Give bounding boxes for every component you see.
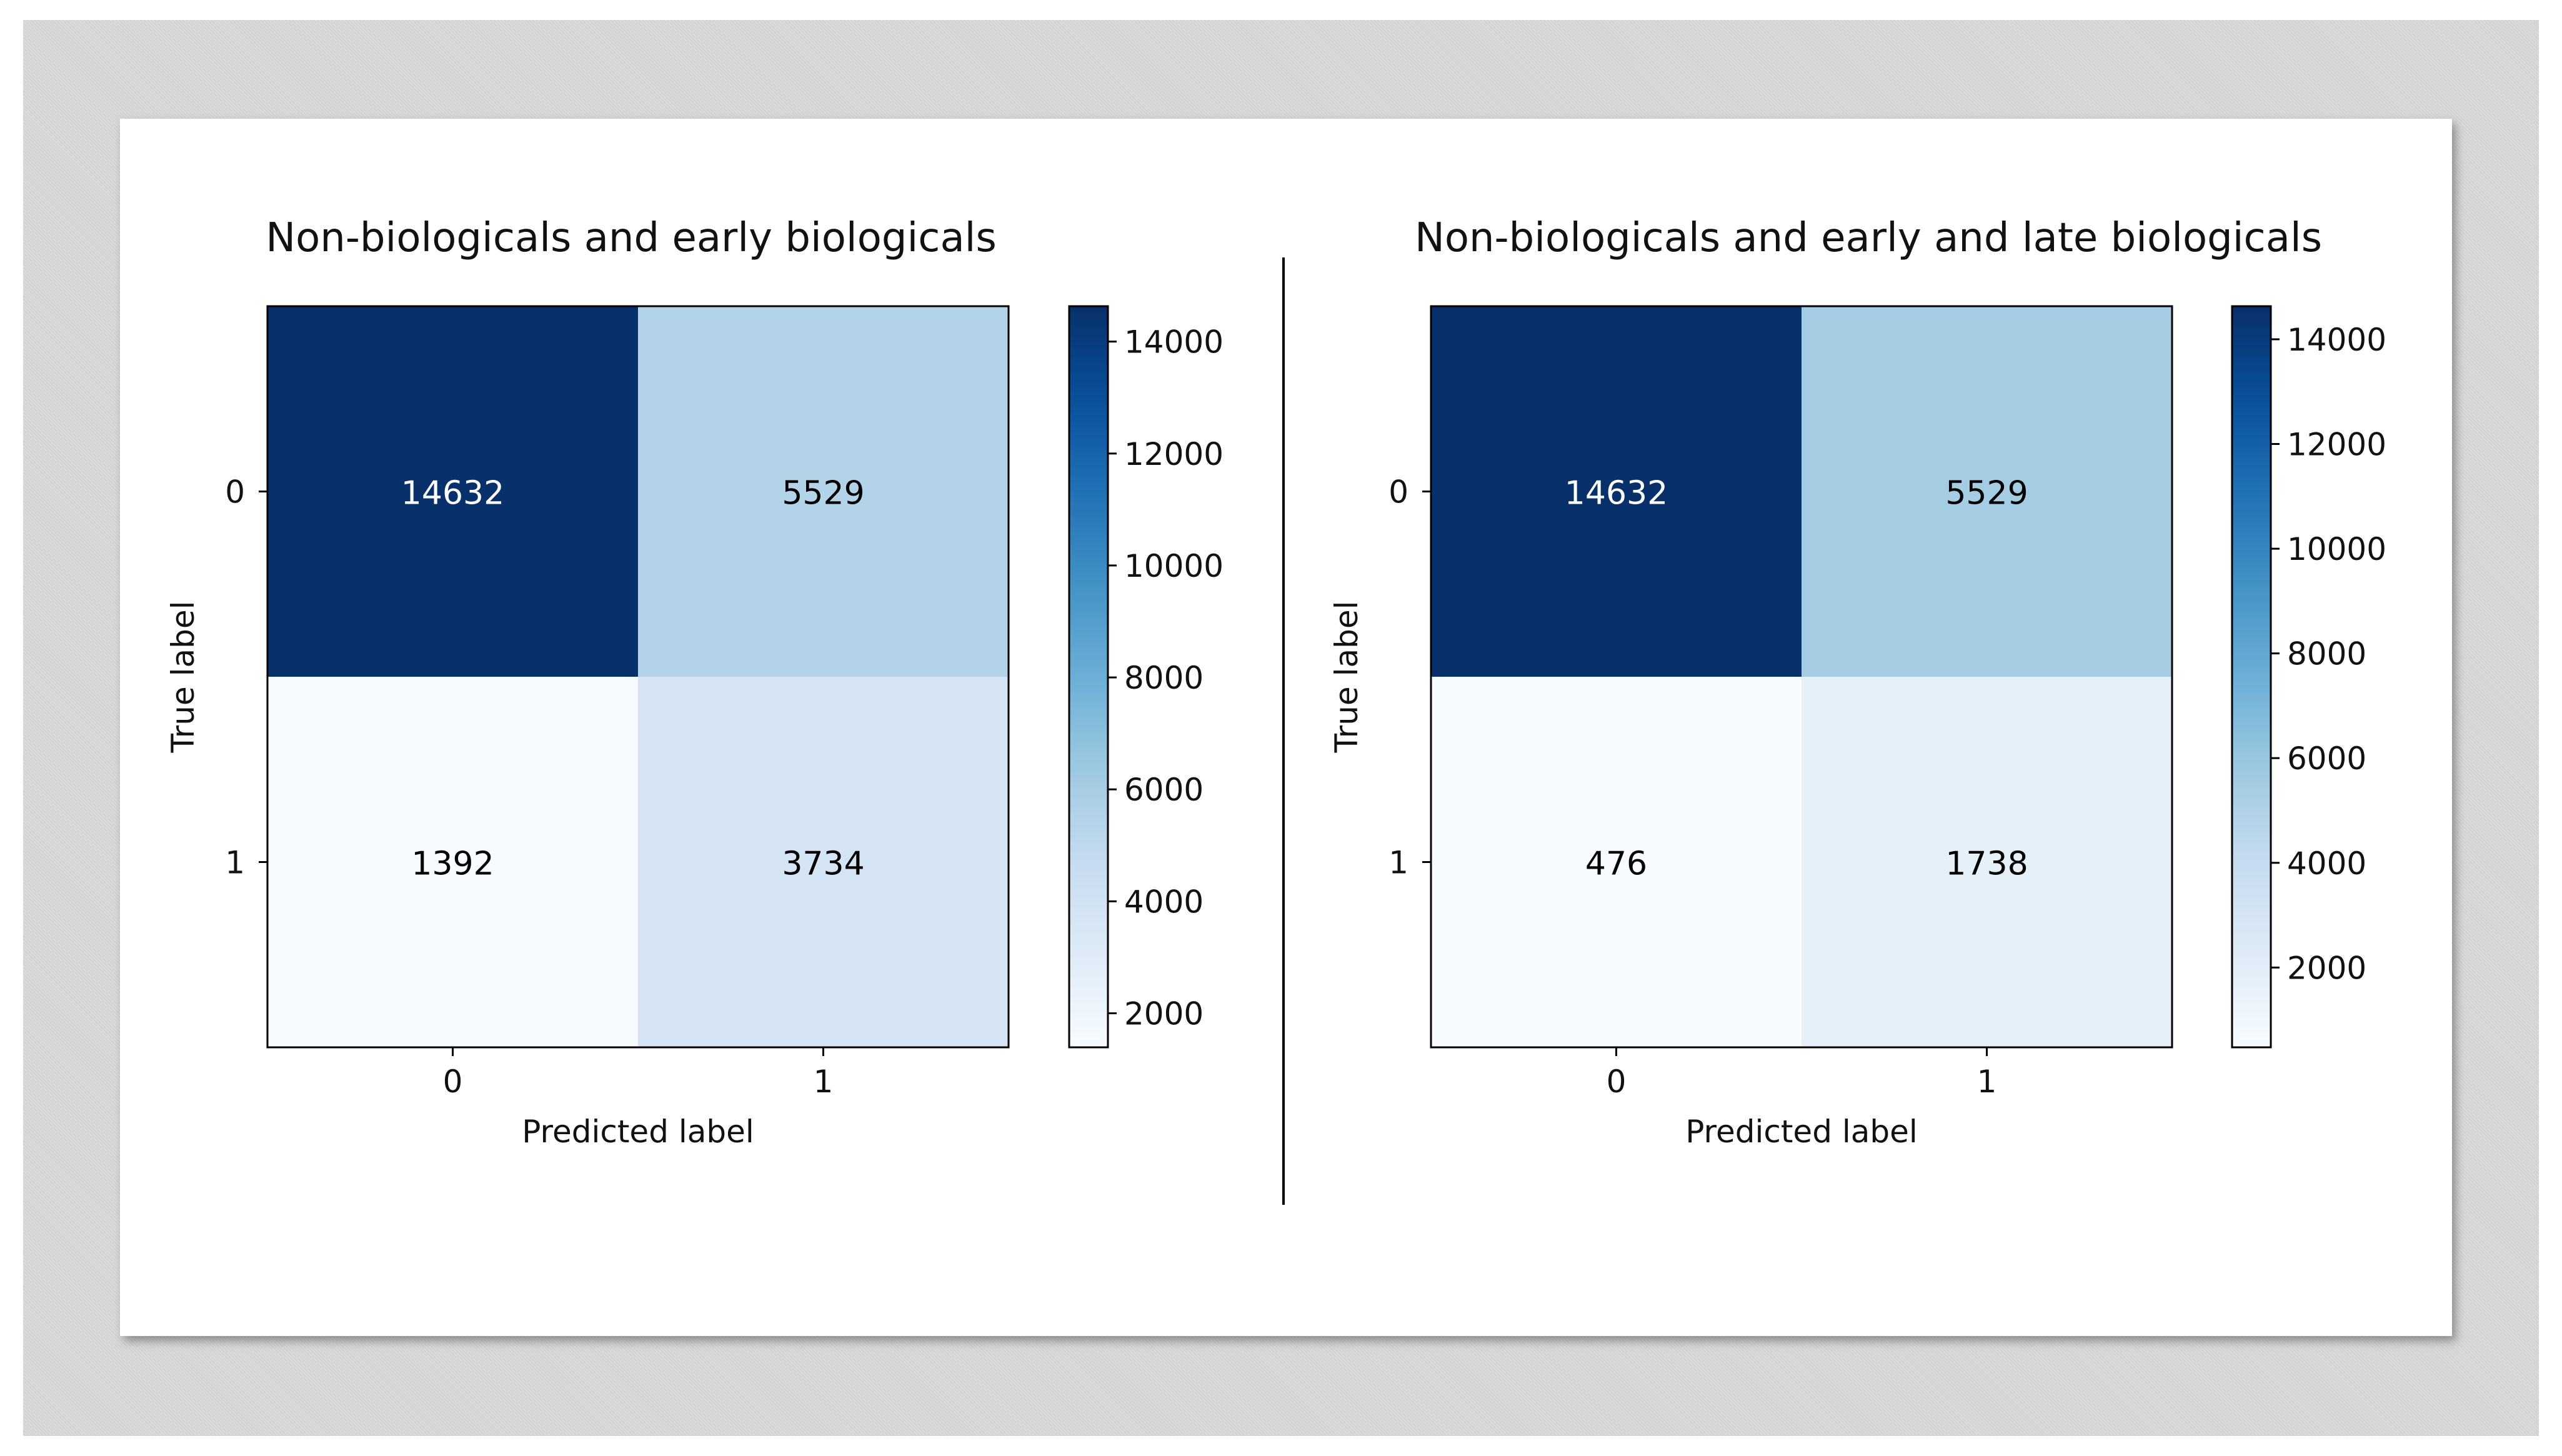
colorbar-tick-label: 12000 <box>2287 427 2386 463</box>
x-tick-label: 0 <box>1607 1064 1627 1100</box>
y-tick-label: 0 <box>1388 474 1408 511</box>
x-tick-label: 0 <box>443 1064 463 1100</box>
colorbar-tick-label: 4000 <box>2287 845 2366 882</box>
cell-value-label: 1392 <box>411 845 494 883</box>
colorbar <box>2231 305 2272 1049</box>
y-axis-label: True label <box>165 601 201 753</box>
cell-value-label: 14632 <box>1565 475 1668 512</box>
cell-1-0 <box>267 677 638 1047</box>
chart-title: Non-biologicals and early and late biolo… <box>1415 215 2322 261</box>
colorbar-tick-label: 12000 <box>1124 436 1224 472</box>
cell-0-1 <box>638 306 1009 677</box>
cell-1-1 <box>638 677 1009 1047</box>
confusion-matrix-right: Non-biologicals and early and late biolo… <box>1328 215 2386 1150</box>
cell-value-label: 5529 <box>782 475 864 512</box>
y-tick-label: 1 <box>1388 845 1408 881</box>
cell-value-label: 476 <box>1585 845 1647 883</box>
colorbar-tick-label: 2000 <box>1124 996 1204 1032</box>
confusion-matrix-left: Non-biologicals and early biologicals 146… <box>165 215 1224 1150</box>
cell-0-1 <box>1802 306 2172 677</box>
colorbar-tick-label: 14000 <box>1124 324 1224 361</box>
cell-value-label: 14632 <box>401 475 504 512</box>
cell-0-0 <box>267 306 638 677</box>
colorbar-tick-label: 4000 <box>1124 884 1204 920</box>
y-tick-label: 1 <box>225 845 245 881</box>
colorbar-tick-label: 2000 <box>2287 950 2366 986</box>
cell-1-1 <box>1802 677 2172 1047</box>
colorbar-tick-label: 10000 <box>2287 531 2386 567</box>
x-tick-label: 1 <box>1977 1064 1997 1100</box>
chart-title: Non-biologicals and early biologicals <box>266 215 997 261</box>
y-axis-label: True label <box>1328 601 1365 753</box>
x-tick-label: 1 <box>814 1064 834 1100</box>
x-axis-label: Predicted label <box>522 1114 754 1150</box>
cell-value-label: 5529 <box>1945 475 2028 512</box>
matrix-frame <box>1430 305 2173 1049</box>
matrix-frame <box>266 305 1010 1049</box>
x-axis-label: Predicted label <box>1685 1114 1918 1150</box>
cell-value-label: 1738 <box>1945 845 2028 883</box>
cell-0-0 <box>1431 306 1802 677</box>
cell-value-label: 3734 <box>782 845 864 883</box>
colorbar-tick-label: 8000 <box>2287 636 2366 672</box>
colorbar-tick-label: 6000 <box>2287 740 2366 777</box>
y-tick-label: 0 <box>225 474 245 511</box>
colorbar-tick-label: 10000 <box>1124 548 1224 584</box>
colorbar-tick-label: 6000 <box>1124 772 1204 808</box>
colorbar-tick-label: 8000 <box>1124 660 1204 696</box>
colorbar <box>1068 305 1109 1049</box>
cell-1-0 <box>1431 677 1802 1047</box>
colorbar-tick-label: 14000 <box>2287 322 2386 358</box>
